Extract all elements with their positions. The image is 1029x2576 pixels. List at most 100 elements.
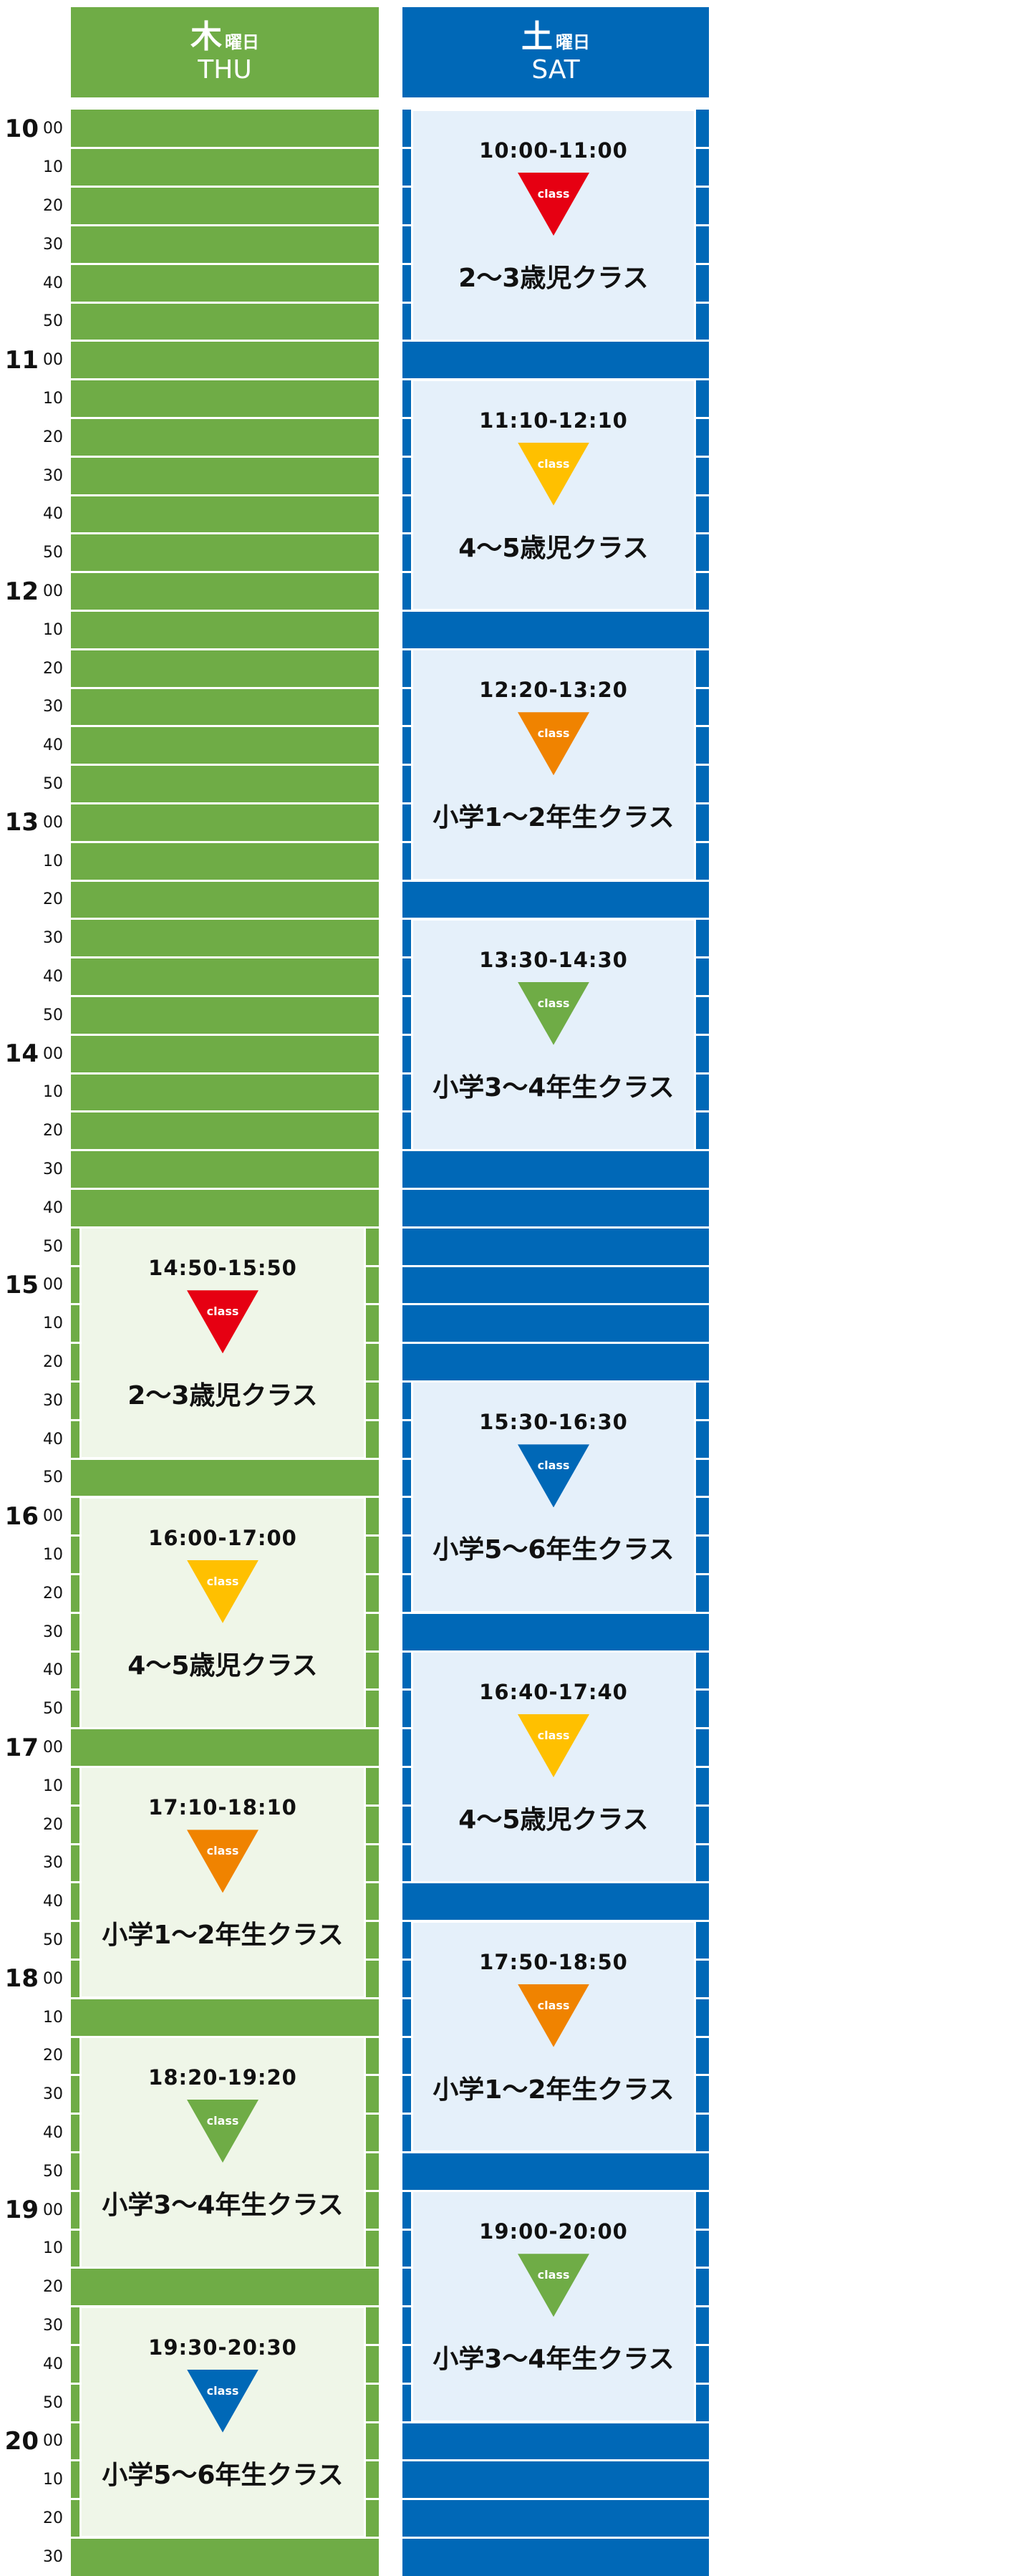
class-card[interactable]: 16:00-17:00 class 4～5歳児クラス xyxy=(79,1496,366,1729)
time-label: 10 00 xyxy=(0,115,63,143)
class-card[interactable]: 10:00-11:00 class 2～3歳児クラス xyxy=(411,109,696,342)
time-label-minute: 20 xyxy=(43,428,63,446)
slot-divider xyxy=(71,455,379,458)
slot-divider xyxy=(71,840,379,843)
time-label-minute: 30 xyxy=(43,929,63,948)
class-badge-label: class xyxy=(537,2268,570,2282)
slot-divider xyxy=(71,609,379,612)
class-card[interactable]: 18:20-19:20 class 小学3～4年生クラス xyxy=(79,2036,366,2269)
time-label-hour: 18 xyxy=(4,1964,39,1994)
time-label: 30 xyxy=(0,2080,63,2109)
time-label-hour: 16 xyxy=(4,1501,39,1531)
time-label-minute: 00 xyxy=(43,2432,63,2451)
time-label-minute: 00 xyxy=(43,1507,63,1526)
time-label-minute: 20 xyxy=(43,1122,63,1140)
time-label: 40 xyxy=(0,269,63,297)
saturday-suffix: 曜日 xyxy=(556,32,590,52)
time-label-hour: 20 xyxy=(4,2426,39,2456)
time-label: 10 xyxy=(0,1772,63,1800)
class-card[interactable]: 14:50-15:50 class 2～3歳児クラス xyxy=(79,1226,366,1459)
class-card[interactable]: 17:10-18:10 class 小学1～2年生クラス xyxy=(79,1766,366,1999)
class-badge-icon: class xyxy=(518,1444,589,1508)
slot-divider xyxy=(71,224,379,226)
slot-divider xyxy=(71,879,379,882)
time-label: 30 xyxy=(0,1618,63,1646)
class-badge-icon: class xyxy=(518,2254,589,2317)
time-label-minute: 50 xyxy=(43,312,63,331)
time-label-minute: 40 xyxy=(43,1893,63,1911)
class-card[interactable]: 13:30-14:30 class 小学3～4年生クラス xyxy=(411,918,696,1151)
time-label-minute: 50 xyxy=(43,2162,63,2181)
class-badge-icon: class xyxy=(518,1714,589,1777)
time-label: 15 00 xyxy=(0,1271,63,1299)
slot-divider xyxy=(71,262,379,265)
class-badge-icon: class xyxy=(518,981,589,1045)
class-badge-label: class xyxy=(537,996,570,1010)
class-badge-label: class xyxy=(206,1574,239,1588)
class-card[interactable]: 19:30-20:30 class 小学5～6年生クラス xyxy=(79,2305,366,2539)
slot-divider xyxy=(71,764,379,766)
slot-divider xyxy=(71,378,379,381)
time-label: 12 00 xyxy=(0,577,63,606)
slot-divider xyxy=(402,2459,709,2462)
slot-divider xyxy=(402,1187,709,1190)
class-time: 14:50-15:50 xyxy=(148,1256,297,1281)
class-card[interactable]: 16:40-17:40 class 4～5歳児クラス xyxy=(411,1650,696,1883)
slot-divider xyxy=(71,1110,379,1113)
time-label-minute: 50 xyxy=(43,1931,63,1949)
time-label-minute: 40 xyxy=(43,1661,63,1680)
slot-divider xyxy=(71,802,379,804)
time-label: 30 xyxy=(0,2542,63,2571)
class-name: 小学1～2年生クラス xyxy=(433,2075,675,2105)
class-badge-icon: class xyxy=(187,2100,259,2163)
time-label: 20 xyxy=(0,192,63,221)
time-label: 10 xyxy=(0,615,63,644)
slot-divider xyxy=(402,2498,709,2501)
class-card[interactable]: 17:50-18:50 class 小学1～2年生クラス xyxy=(411,1920,696,2153)
class-time: 19:30-20:30 xyxy=(148,2335,297,2360)
class-badge-label: class xyxy=(206,1304,239,1319)
class-card[interactable]: 12:20-13:20 class 小学1～2年生クラス xyxy=(411,648,696,881)
class-name: 4～5歳児クラス xyxy=(458,1805,649,1835)
class-card[interactable]: 15:30-16:30 class 小学5～6年生クラス xyxy=(411,1380,696,1614)
time-label-minute: 10 xyxy=(43,1546,63,1564)
time-label: 40 xyxy=(0,731,63,760)
time-label: 40 xyxy=(0,1425,63,1453)
time-label-minute: 40 xyxy=(43,1430,63,1448)
class-card[interactable]: 19:00-20:00 class 小学3～4年生クラス xyxy=(411,2190,696,2423)
time-label-minute: 10 xyxy=(43,620,63,639)
time-label-minute: 00 xyxy=(43,120,63,138)
slot-divider xyxy=(71,147,379,150)
slot-divider xyxy=(71,532,379,535)
time-label-minute: 30 xyxy=(43,1160,63,1178)
time-label-minute: 10 xyxy=(43,852,63,870)
time-label: 30 xyxy=(0,1849,63,1878)
time-label: 16 00 xyxy=(0,1502,63,1531)
time-label: 20 xyxy=(0,2504,63,2533)
class-name: 2～3歳児クラス xyxy=(458,264,649,293)
saturday-english: SAT xyxy=(531,55,580,85)
time-label-minute: 00 xyxy=(43,351,63,370)
time-label: 10 xyxy=(0,385,63,413)
slot-divider xyxy=(71,494,379,496)
class-time: 10:00-11:00 xyxy=(479,138,628,163)
time-label-minute: 40 xyxy=(43,736,63,755)
slot-divider xyxy=(71,1033,379,1036)
time-label-minute: 30 xyxy=(43,2547,63,2566)
time-label: 50 xyxy=(0,1001,63,1029)
time-label: 20 xyxy=(0,2042,63,2070)
class-name: 小学1～2年生クラス xyxy=(102,1921,344,1951)
time-label-minute: 50 xyxy=(43,1700,63,1719)
time-label: 50 xyxy=(0,2388,63,2417)
thursday-header: 木 曜日 THU xyxy=(71,7,379,97)
time-label: 20 xyxy=(0,654,63,683)
class-time: 17:10-18:10 xyxy=(148,1795,297,1820)
class-badge-icon: class xyxy=(518,712,589,776)
time-label: 30 xyxy=(0,1386,63,1415)
class-card[interactable]: 11:10-12:10 class 4～5歳児クラス xyxy=(411,378,696,612)
time-label-minute: 30 xyxy=(43,235,63,254)
class-name: 小学1～2年生クラス xyxy=(433,803,675,833)
time-label-minute: 20 xyxy=(43,890,63,909)
time-label: 20 xyxy=(0,1810,63,1839)
